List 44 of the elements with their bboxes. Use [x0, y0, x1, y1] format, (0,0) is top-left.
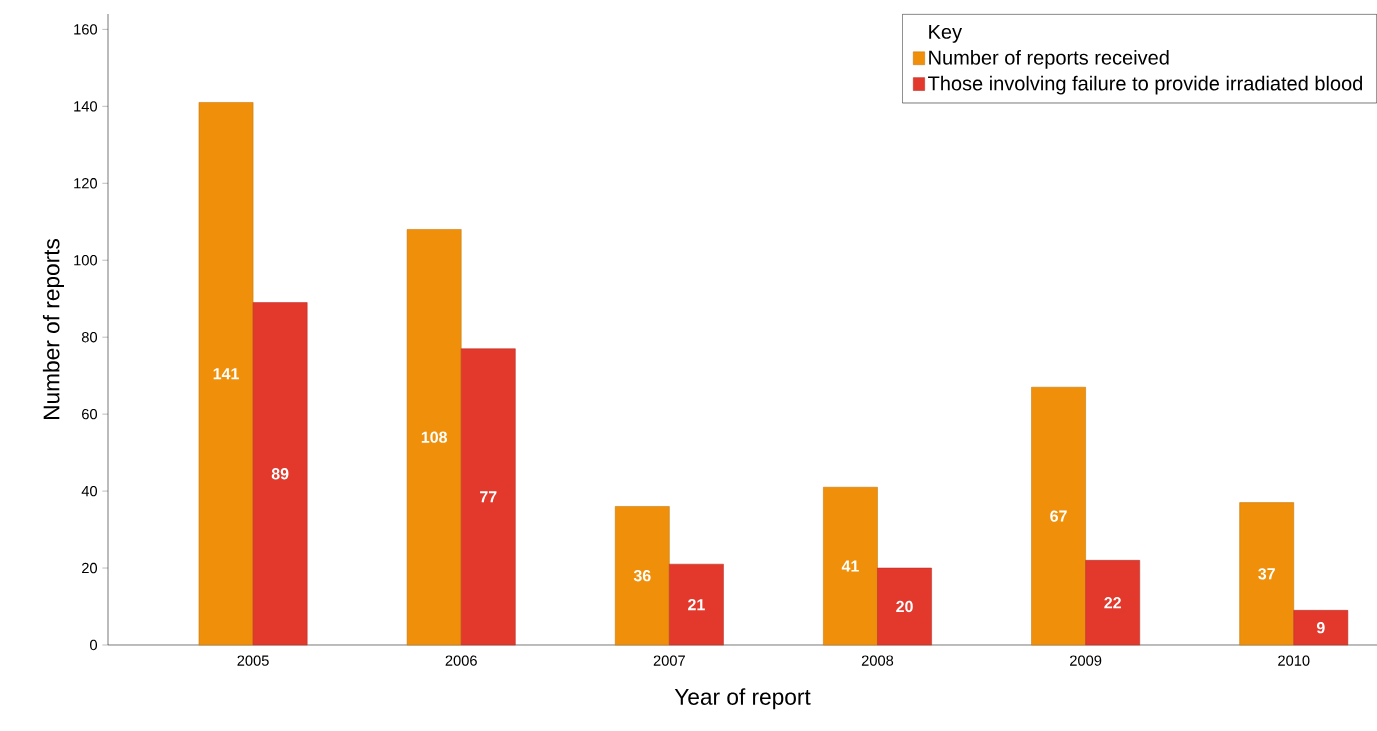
bar [198, 102, 254, 646]
data-label: 21 [688, 599, 705, 611]
y-tick-label: 80 [81, 332, 98, 343]
x-tick-label: 2008 [861, 655, 894, 666]
bar [614, 506, 670, 646]
x-axis-title: Year of report [674, 688, 811, 710]
x-tick-label: 2006 [445, 655, 477, 666]
bar [823, 486, 878, 646]
legend-label: Number of reports received [929, 50, 1169, 69]
y-tick-label: 60 [82, 408, 98, 420]
bar [669, 563, 724, 646]
data-label: 22 [1104, 597, 1121, 609]
bar [406, 229, 462, 646]
bar [877, 567, 932, 646]
bar [1085, 560, 1141, 646]
x-tick-label: 2009 [1070, 655, 1102, 666]
data-label: 89 [271, 468, 289, 480]
data-label: 141 [213, 368, 239, 380]
bar [1293, 610, 1349, 646]
data-label: 9 [1316, 622, 1325, 634]
data-label: 67 [1050, 510, 1067, 522]
y-tick-label: 0 [90, 639, 98, 651]
x-tick-label: 2010 [1278, 655, 1310, 666]
data-label: 77 [480, 491, 497, 503]
bar [460, 348, 516, 646]
data-label: 108 [421, 431, 448, 443]
legend-title: Key [929, 24, 963, 43]
bar [252, 302, 308, 646]
data-label: 20 [896, 600, 913, 613]
y-axis-title: Number of reports [42, 239, 64, 419]
bar [1239, 502, 1295, 646]
y-tick-label: 100 [74, 255, 98, 266]
data-label: 41 [841, 560, 859, 572]
legend-label: Those involving failure to provide irradiated blood [928, 75, 1362, 95]
bar [1031, 386, 1086, 646]
x-tick-label: 2005 [237, 655, 269, 666]
x-tick-label: 2007 [653, 655, 685, 666]
y-tick-label: 160 [74, 24, 98, 35]
data-label: 36 [633, 570, 651, 582]
y-tick-label: 120 [74, 178, 98, 189]
y-tick-label: 20 [82, 562, 98, 574]
y-tick-label: 40 [81, 485, 98, 497]
data-label: 37 [1258, 568, 1275, 580]
y-tick-label: 140 [74, 101, 98, 112]
